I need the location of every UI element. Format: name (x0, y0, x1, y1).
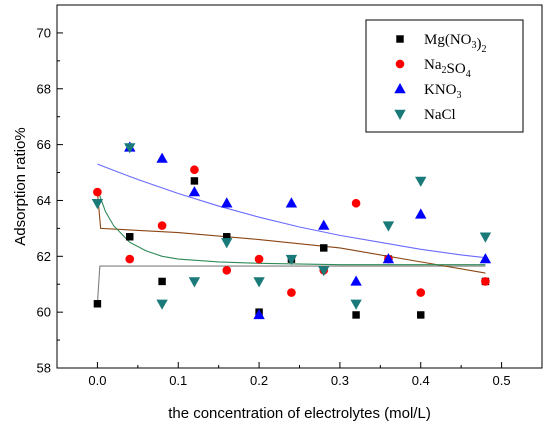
fit-lines (96, 163, 486, 304)
data-point (253, 277, 265, 288)
data-point (126, 233, 134, 241)
data-point (415, 176, 427, 187)
data-point (124, 143, 136, 154)
data-point (415, 208, 427, 219)
x-tick-label: 0.4 (412, 373, 430, 388)
data-point (188, 277, 201, 288)
data-point (417, 311, 425, 319)
y-tick-label: 66 (37, 137, 51, 152)
x-tick-label: 0.0 (88, 373, 106, 388)
legend-marker (395, 59, 405, 69)
data-point (350, 275, 362, 286)
legend-box (365, 19, 524, 133)
data-point (481, 277, 490, 286)
data-point (156, 299, 168, 310)
x-tick-label: 0.1 (169, 373, 187, 388)
y-tick-label: 70 (37, 25, 51, 40)
data-point (254, 254, 264, 264)
axis-ticks: 0.0 0.1 0.2 0.3 0.4 0.5 58 60 62 64 66 68 70 (37, 25, 543, 388)
data-point (287, 288, 296, 297)
data-point (190, 165, 199, 175)
data-point (350, 299, 362, 310)
data-point (93, 187, 102, 197)
data-point (156, 152, 168, 163)
y-tick-label: 60 (37, 305, 51, 320)
legend-label: NaCl (424, 107, 456, 123)
data-point (479, 253, 492, 264)
fit-line (96, 265, 486, 304)
data-point (285, 254, 298, 266)
data-point (318, 219, 330, 230)
data-point (190, 177, 199, 185)
data-point (416, 288, 426, 297)
legend-marker (394, 83, 406, 94)
fit-line (97, 163, 486, 259)
data-point (221, 197, 233, 208)
data-point (352, 311, 360, 319)
data-point (382, 253, 395, 264)
data-point (479, 232, 492, 243)
data-point (320, 244, 328, 252)
data-point (91, 199, 104, 210)
data-point (221, 238, 233, 249)
data-point (351, 198, 361, 208)
fit-line (96, 189, 486, 266)
data-point (188, 186, 201, 197)
legend-marker (396, 35, 404, 43)
legend-label: Mg(NO3)2 (424, 32, 487, 55)
x-tick-label: 0.2 (250, 373, 268, 388)
data-point (222, 265, 232, 275)
data-point (285, 197, 298, 208)
x-axis-title: the concentration of electrolytes (mol/L… (168, 405, 431, 422)
y-tick-label: 68 (37, 81, 51, 96)
data-point (253, 308, 265, 320)
data-point (157, 221, 167, 230)
data-point (125, 254, 135, 264)
data-point (382, 221, 395, 232)
legend-marker (394, 109, 406, 120)
fit-line (96, 192, 486, 274)
data-point (158, 277, 166, 286)
y-axis-title: Adsorption ratio% (12, 127, 29, 245)
data-point (223, 233, 231, 241)
x-tick-label: 0.5 (493, 373, 511, 388)
data-points (91, 141, 492, 320)
data-point (93, 300, 102, 308)
legend-label: Na2SO4 (424, 57, 471, 80)
data-point (318, 266, 330, 277)
y-tick-label: 64 (37, 193, 51, 208)
y-tick-label: 58 (37, 361, 51, 376)
y-tick-label: 62 (37, 249, 51, 264)
legend-label: KNO3 (424, 82, 462, 101)
x-tick-label: 0.3 (331, 373, 349, 388)
